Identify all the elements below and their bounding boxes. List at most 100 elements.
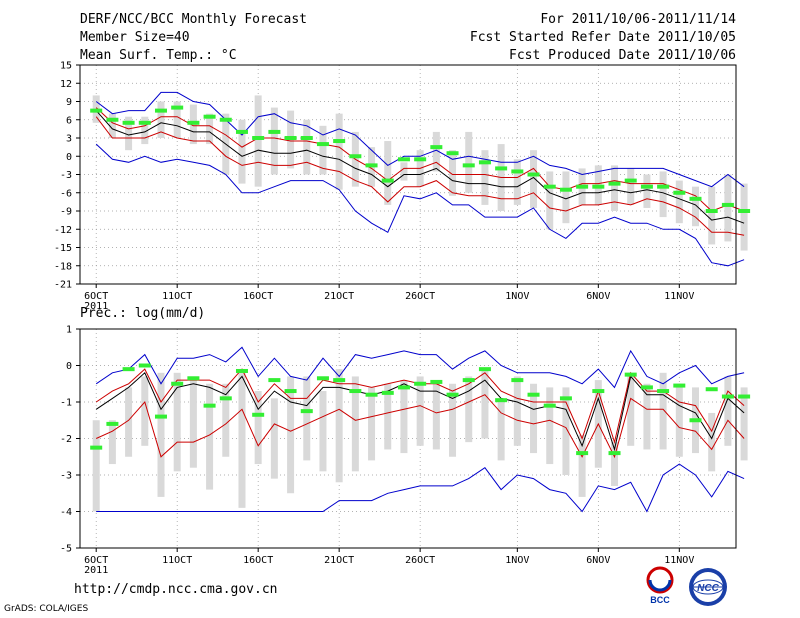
observed-marker [527,392,540,397]
ensemble-box [740,183,748,251]
source-url[interactable]: http://cmdp.ncc.cma.gov.cn [74,582,278,597]
y-tick-label: 6 [66,115,72,126]
ensemble-box [708,412,716,472]
ensemble-box [432,380,440,450]
observed-marker [705,209,718,213]
x-tick-label: 26OCT [405,555,435,566]
observed-marker [543,184,556,189]
ensemble-box [449,150,457,196]
x-tick-label: 11OCT [162,291,192,302]
observed-marker [511,169,524,174]
ensemble-box [384,383,392,450]
observed-marker [673,190,686,195]
series-line-min [95,143,745,267]
ensemble-box [675,383,683,457]
observed-marker [90,445,103,450]
ensemble-box [206,113,214,145]
observed-marker [446,392,459,397]
forecast-period: For 2011/10/06-2011/11/14 [540,12,736,27]
x-tick-label: 21OCT [324,555,354,566]
observed-marker [268,129,281,134]
observed-marker [495,166,508,171]
y-tick-label: -21 [54,280,72,291]
ensemble-box [157,372,165,497]
observed-marker [414,157,427,162]
observed-marker [154,414,167,419]
series-line-min [96,463,745,513]
observed-marker [397,157,410,162]
x-tick-label: 26OCT [405,291,435,302]
ensemble-box [319,125,327,175]
observed-marker [90,108,103,113]
x-tick-label: 6OCT [84,555,108,566]
ensemble-box [92,420,100,512]
x-tick-label: 11OCT [162,555,192,566]
ensemble-box [108,420,116,465]
observed-marker [592,184,605,189]
ensemble-box [157,101,165,138]
ensemble-box [303,119,311,175]
ensemble-box [368,387,376,461]
ensemble-box [254,95,262,187]
ensemble-box [449,383,457,457]
observed-marker [559,396,572,401]
observed-marker [430,379,443,384]
ensemble-box [189,376,197,468]
y-tick-label: 0 [66,152,72,163]
observed-marker [219,117,232,122]
ensemble-box [384,141,392,205]
observed-marker [268,378,281,383]
observed-marker [106,117,119,122]
observed-marker [414,381,427,386]
observed-marker [673,383,686,388]
observed-marker [738,394,751,399]
plot-frame [79,64,737,285]
x-tick-label: 16OCT [243,291,273,302]
x-tick-label: 6NOV [586,555,610,566]
observed-marker [527,172,540,177]
ensemble-box [627,168,635,205]
ensemble-box [238,119,246,184]
ensemble-box [740,387,748,461]
ensemble-box [125,387,133,457]
ensemble-box [173,101,181,138]
ensemble-box [287,376,295,494]
observed-marker [657,389,670,394]
ensemble-box [643,174,651,208]
x-tick-label: 1NOV [505,291,529,302]
ensemble-box [659,171,667,218]
ensemble-box [724,376,732,446]
chart-title: DERF/NCC/BCC Monthly Forecast [80,12,307,27]
ensemble-box [643,383,651,450]
ensemble-box [659,372,667,450]
observed-marker [462,163,475,168]
observed-marker [171,381,184,386]
produced-date: Fcst Produced Date 2011/10/06 [509,48,736,63]
x-tick-label: 1NOV [505,555,529,566]
observed-marker [154,108,167,113]
observed-marker [576,184,589,189]
observed-marker [252,412,265,417]
observed-marker [640,385,653,390]
ensemble-box [416,376,424,446]
ensemble-box [141,376,149,446]
observed-marker [640,184,653,189]
observed-marker [138,363,151,368]
observed-marker [333,378,346,383]
ensemble-box [675,180,683,224]
observed-marker [203,403,216,408]
ensemble-box [335,113,343,190]
observed-marker [252,136,265,140]
ensemble-box [724,174,732,242]
ensemble-box [546,171,554,230]
observed-marker [316,376,329,381]
observed-marker [592,389,605,394]
observed-marker [430,145,443,150]
series-line-max [95,346,745,389]
ensemble-box [335,369,343,483]
ensemble-box [400,380,408,454]
x-tick-label: 21OCT [324,291,354,302]
y-tick-label: -2 [60,434,72,445]
